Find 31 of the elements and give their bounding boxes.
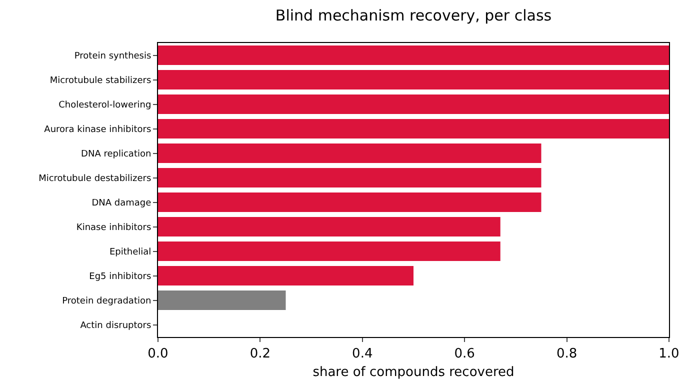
bar	[158, 216, 500, 237]
bar	[158, 266, 414, 286]
x-tick-label: 0.8	[556, 346, 578, 362]
bar	[158, 45, 669, 66]
bar	[158, 290, 286, 310]
y-tick-label: Actin disruptors	[80, 320, 152, 331]
y-tick-label: Microtubule destabilizers	[38, 174, 152, 184]
bar	[158, 70, 669, 90]
chart-title: Blind mechanism recovery, per class	[275, 6, 552, 24]
y-tick-label: Protein synthesis	[74, 51, 152, 62]
bar	[158, 143, 542, 164]
bar	[158, 192, 542, 212]
y-tick-label: DNA replication	[81, 149, 152, 160]
y-tick-label: DNA damage	[92, 198, 152, 208]
y-tick-label: Epithelial	[110, 247, 152, 258]
bar	[158, 94, 669, 114]
bar	[158, 168, 542, 188]
x-tick-label: 0.6	[454, 346, 475, 362]
y-tick-label: Protein degradation	[62, 296, 152, 306]
y-tick-label: Aurora kinase inhibitors	[44, 124, 152, 135]
x-tick-label: 0.4	[352, 346, 373, 362]
x-tick-label: 0.0	[148, 346, 168, 362]
x-tick-label: 0.2	[250, 346, 271, 362]
y-tick-label: Cholesterol-lowering	[58, 100, 152, 110]
y-tick-label: Microtubule stabilizers	[50, 76, 152, 86]
x-tick-label: 1.0	[658, 346, 680, 362]
bar	[158, 241, 500, 262]
bar	[158, 118, 669, 139]
x-axis-title: share of compounds recovered	[312, 365, 514, 380]
y-tick-label: Kinase inhibitors	[76, 222, 152, 233]
y-tick-label: Eg5 inhibitors	[89, 272, 152, 282]
